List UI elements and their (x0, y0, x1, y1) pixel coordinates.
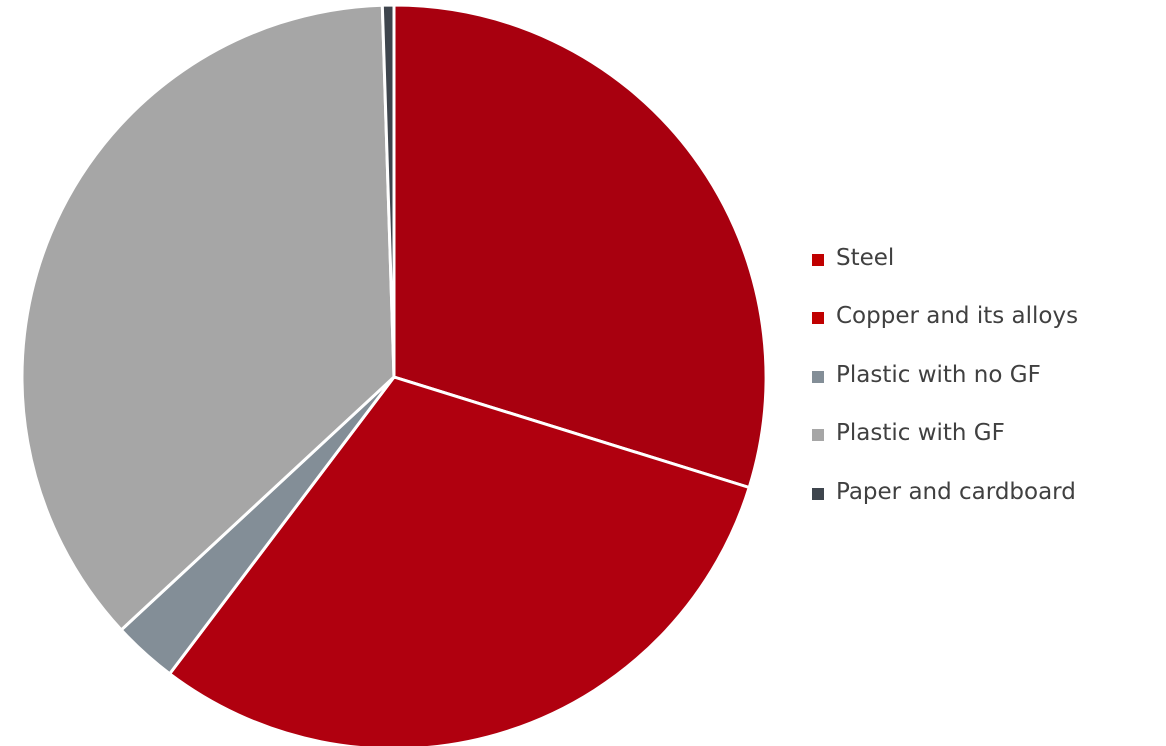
legend-label-paper: Paper and cardboard (836, 478, 1076, 505)
legend-item-plastic-no-gf: Plastic with no GF (812, 353, 1078, 396)
legend-label-plastic-no-gf: Plastic with no GF (836, 361, 1041, 388)
legend-swatch-plastic-no-gf (812, 370, 824, 383)
legend-item-plastic-gf: Plastic with GF (812, 412, 1078, 455)
legend-label-copper: Copper and its alloys (836, 303, 1079, 329)
pie-slice-paper (380, 3, 396, 379)
legend-swatch-plastic-gf (812, 429, 824, 441)
legend-label-steel: Steel (836, 244, 895, 271)
pie-slices (20, 3, 768, 746)
pie-chart (20, 3, 768, 746)
legend-item-copper: Copper and its alloys (812, 295, 1078, 338)
legend-swatch-paper (812, 487, 824, 500)
pie-slice-copper (168, 375, 751, 746)
legend-swatch-copper (812, 312, 824, 324)
legend-swatch-steel (812, 253, 824, 266)
legend-item-steel: Steel (812, 236, 1078, 279)
pie-slice-steel (392, 3, 768, 489)
legend-label-plastic-gf: Plastic with GF (836, 420, 1005, 446)
pie-slice-plastic-gf (20, 3, 396, 632)
legend: Steel Copper and its alloys Plastic with… (812, 236, 1078, 529)
legend-item-paper: Paper and cardboard (812, 470, 1078, 513)
